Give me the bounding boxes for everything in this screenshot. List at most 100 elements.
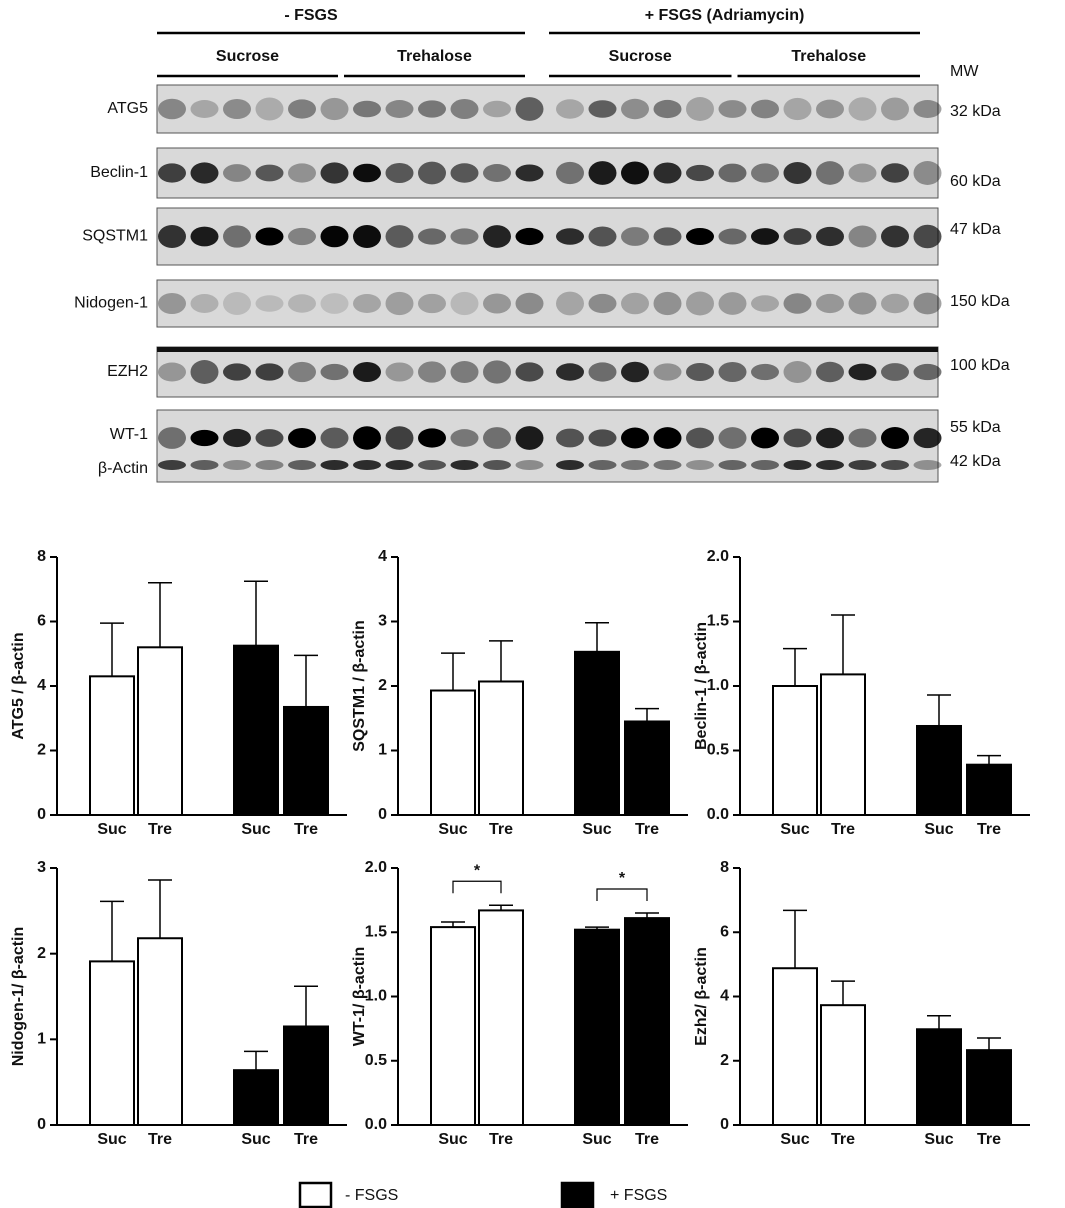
band — [913, 363, 942, 381]
y-axis-label: Ezh2/ β-actin — [693, 947, 710, 1046]
y-tick-label: 2 — [720, 1052, 729, 1069]
x-tick-label: Tre — [489, 821, 513, 838]
band — [190, 162, 219, 184]
y-tick-label: 2 — [37, 945, 46, 962]
band — [483, 360, 511, 384]
band — [848, 225, 877, 248]
band — [158, 163, 186, 183]
band — [913, 224, 942, 249]
x-tick-label: Suc — [780, 1131, 809, 1148]
mw-label: 150 kDa — [950, 293, 1010, 310]
band — [653, 291, 682, 316]
band — [751, 363, 779, 381]
bar — [820, 1004, 866, 1127]
mw-label: 32 kDa — [950, 103, 1001, 120]
band — [158, 362, 186, 382]
band — [385, 100, 414, 118]
band — [653, 99, 682, 119]
band — [751, 295, 779, 312]
band — [255, 97, 284, 121]
x-tick-label: Tre — [148, 821, 172, 838]
x-tick-label: Tre — [294, 821, 318, 838]
mw-label: 100 kDa — [950, 357, 1010, 374]
y-axis-label: SQSTM1 / β-actin — [351, 620, 368, 752]
y-axis-label: ATG5 / β-actin — [10, 632, 27, 739]
band — [385, 291, 414, 316]
y-tick-label: 0 — [37, 1116, 46, 1133]
mw-header: MW — [950, 63, 979, 80]
bar — [966, 763, 1012, 817]
band — [158, 292, 186, 315]
band — [848, 97, 877, 121]
subgroup-label: Trehalose — [791, 48, 866, 65]
bar — [283, 705, 329, 817]
band — [718, 460, 747, 470]
bar — [820, 673, 866, 817]
band — [881, 97, 909, 121]
band — [320, 97, 349, 121]
band — [653, 227, 682, 246]
bar — [916, 724, 962, 816]
bar — [772, 685, 818, 816]
significance-bracket — [596, 888, 648, 901]
band — [686, 164, 714, 182]
band — [686, 291, 714, 316]
band — [751, 99, 779, 119]
bar — [478, 680, 524, 816]
group-label: + FSGS (Adriamycin) — [645, 7, 805, 24]
y-tick-label: 1 — [378, 742, 387, 759]
significance-label: * — [474, 862, 481, 879]
band — [288, 227, 316, 246]
subgroup-label: Sucrose — [216, 48, 279, 65]
band — [816, 427, 844, 449]
band — [556, 363, 584, 381]
band — [385, 426, 414, 450]
y-tick-label: 1 — [37, 1031, 46, 1048]
y-tick-label: 1.5 — [365, 923, 387, 940]
y-axis-label: Nidogen-1/ β-actin — [10, 927, 27, 1067]
legend-label: + FSGS — [610, 1187, 667, 1204]
band — [588, 100, 617, 118]
band — [515, 292, 544, 315]
band — [450, 228, 479, 245]
band — [783, 293, 812, 314]
y-tick-label: 0 — [378, 806, 387, 823]
band — [353, 225, 381, 248]
significance-label: * — [619, 870, 626, 887]
x-tick-label: Tre — [831, 1131, 855, 1148]
band — [385, 460, 414, 470]
band — [556, 228, 584, 245]
x-tick-label: Suc — [582, 821, 611, 838]
blot-strip — [156, 279, 939, 328]
band — [515, 362, 544, 382]
band — [320, 162, 349, 184]
band — [816, 161, 844, 185]
band — [653, 162, 682, 184]
band — [588, 460, 617, 470]
legend-swatch — [560, 1181, 595, 1208]
band — [418, 460, 446, 470]
band — [320, 363, 349, 381]
band — [913, 292, 942, 315]
band — [353, 163, 381, 183]
row-label: ATG5 — [107, 100, 148, 117]
band — [653, 363, 682, 381]
y-tick-label: 1.5 — [707, 613, 729, 630]
band — [621, 460, 649, 470]
band — [816, 460, 844, 470]
band — [418, 228, 446, 245]
y-tick-label: 8 — [720, 859, 729, 876]
band — [223, 428, 251, 448]
band — [621, 361, 649, 383]
band — [223, 164, 251, 182]
band — [255, 429, 284, 447]
band — [881, 427, 909, 449]
band — [848, 163, 877, 183]
band — [751, 228, 779, 245]
band — [751, 427, 779, 449]
mw-label: 42 kDa — [950, 453, 1001, 470]
y-tick-label: 0 — [720, 1116, 729, 1133]
band — [718, 361, 747, 383]
band — [913, 427, 942, 449]
